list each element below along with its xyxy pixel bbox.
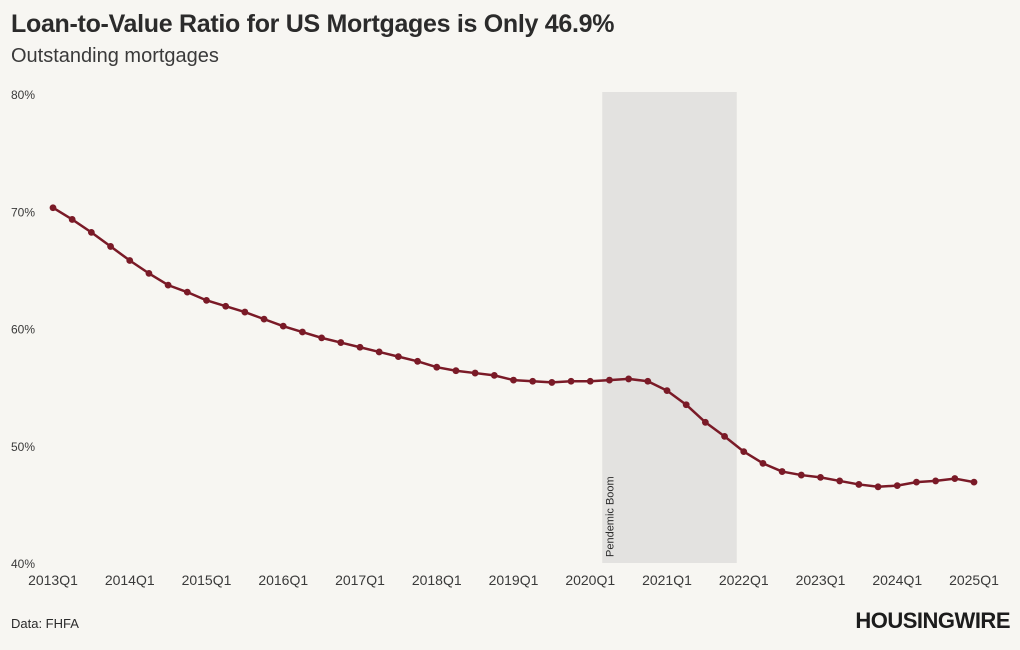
data-point (145, 269, 153, 277)
y-tick-label: 50% (11, 440, 35, 454)
housingwire-logo: HOUSINGWIRE (855, 608, 1010, 633)
data-point (893, 482, 901, 490)
data-point (797, 471, 805, 479)
data-point (855, 481, 863, 488)
x-tick-label: 2014Q1 (105, 572, 155, 588)
pandemic-boom-shade (602, 92, 737, 563)
data-point (817, 474, 824, 481)
data-point (721, 432, 728, 440)
x-tick-label: 2023Q1 (796, 572, 846, 588)
data-point (452, 367, 460, 375)
data-point (606, 376, 613, 384)
data-point (356, 343, 364, 351)
data-point (510, 376, 517, 384)
x-tick-label: 2019Q1 (489, 572, 539, 588)
data-point (471, 369, 479, 377)
x-tick-label: 2024Q1 (872, 572, 922, 588)
data-point (260, 315, 268, 323)
data-point (126, 257, 134, 264)
data-point (874, 483, 882, 491)
chart-title: Loan-to-Value Ratio for US Mortgages is … (11, 10, 615, 38)
data-point (778, 468, 786, 475)
y-tick-label: 70% (11, 205, 35, 219)
data-point (586, 377, 594, 385)
ltv-series-line (52, 206, 975, 489)
data-source: Data: FHFA (11, 616, 79, 631)
data-point (529, 377, 537, 385)
data-point (107, 243, 114, 250)
data-point (375, 348, 383, 356)
data-point (222, 302, 230, 310)
x-tick-label: 2020Q1 (565, 572, 615, 588)
data-point (951, 475, 959, 482)
data-point (970, 478, 978, 486)
y-tick-label: 40% (11, 557, 35, 571)
y-tick-label: 60% (11, 323, 35, 337)
data-point (183, 288, 191, 296)
data-point (663, 387, 671, 395)
x-tick-label: 2015Q1 (182, 572, 232, 588)
data-point (625, 375, 633, 383)
data-point (203, 296, 210, 304)
data-point (414, 357, 421, 365)
data-point (548, 379, 556, 386)
data-point (740, 448, 748, 456)
data-point (241, 308, 249, 316)
data-point (932, 477, 940, 485)
data-point (913, 478, 920, 486)
data-point (299, 328, 306, 336)
pandemic-boom-label: Pendemic Boom (604, 476, 616, 557)
chart-subtitle: Outstanding mortgages (11, 45, 219, 67)
data-point (394, 353, 402, 361)
data-point (433, 363, 441, 371)
data-point (68, 216, 76, 223)
data-point (701, 418, 709, 426)
x-tick-label: 2022Q1 (719, 572, 769, 588)
data-point (644, 377, 652, 385)
y-tick-label: 80% (11, 88, 35, 102)
data-point (567, 377, 575, 385)
x-tick-label: 2025Q1 (949, 572, 999, 588)
data-point (759, 459, 767, 467)
data-point (164, 281, 172, 289)
x-tick-label: 2017Q1 (335, 572, 385, 588)
data-point (682, 401, 690, 409)
data-point (836, 477, 844, 485)
data-point (279, 322, 287, 330)
data-point (87, 228, 95, 236)
data-point (490, 372, 498, 379)
x-tick-label: 2018Q1 (412, 572, 462, 588)
x-tick-label: 2013Q1 (28, 572, 78, 588)
data-point (318, 334, 326, 342)
data-point (337, 339, 345, 346)
x-tick-label: 2021Q1 (642, 572, 692, 588)
data-point (49, 204, 57, 212)
x-tick-label: 2016Q1 (258, 572, 308, 588)
